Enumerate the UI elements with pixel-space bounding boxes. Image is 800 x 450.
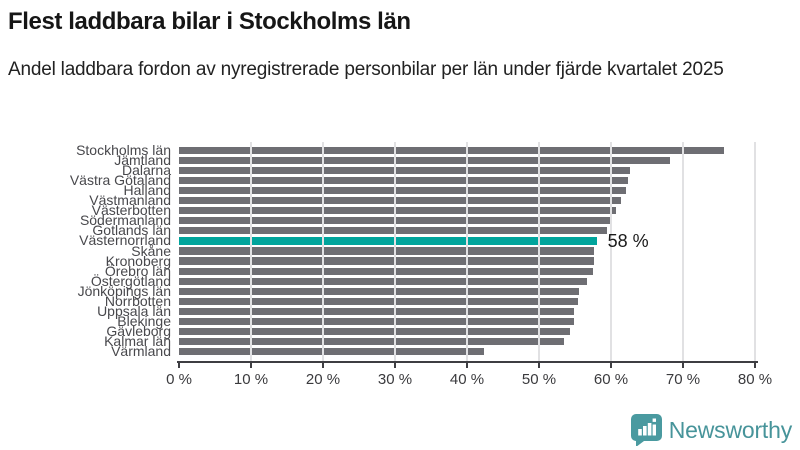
y-axis-label: Gotlands län — [92, 222, 171, 239]
y-axis-label: Västra Götaland — [69, 172, 171, 189]
newsworthy-logo-text: Newsworthy — [668, 416, 792, 443]
bar — [179, 197, 622, 205]
bar — [179, 297, 578, 305]
x-axis-line — [177, 360, 758, 363]
x-axis-tick — [178, 362, 180, 368]
x-axis-tick-label: 0 % — [166, 371, 192, 388]
bar — [179, 227, 607, 235]
newsworthy-logo: Newsworthy — [630, 414, 792, 446]
y-axis-label: Östergötland — [90, 272, 171, 289]
x-axis-tick-label: 20 % — [305, 371, 341, 388]
y-axis-label: Värmland — [111, 343, 171, 359]
gridline — [466, 142, 468, 361]
gridline — [610, 142, 612, 361]
bar — [179, 156, 671, 165]
y-axis-label: Stockholms län — [76, 142, 171, 158]
y-axis-label: Dalarna — [121, 162, 171, 179]
gridline — [322, 142, 324, 361]
bar — [179, 187, 627, 195]
x-axis-tick-label: 80 % — [737, 371, 773, 388]
bar — [179, 207, 617, 215]
bar — [179, 317, 574, 325]
bar — [179, 327, 570, 335]
bar — [179, 257, 594, 265]
y-axis-label: Blekinge — [117, 312, 171, 329]
y-axis-label: Västmanland — [89, 192, 171, 209]
x-axis-tick — [610, 362, 612, 368]
y-axis-label: Södermanland — [79, 212, 171, 229]
y-axis-label: Örebro län — [104, 262, 171, 279]
y-axis-label: Gävleborg — [106, 322, 171, 339]
x-axis-tick — [538, 362, 540, 368]
y-axis-label: Jönköpings län — [77, 282, 171, 299]
y-axis-label: Västernorrland — [79, 232, 171, 249]
page-title: Flest laddbara bilar i Stockholms län — [8, 8, 411, 35]
x-axis-tick — [322, 362, 324, 368]
y-axis-label: Kronoberg — [105, 252, 171, 269]
x-axis-tick — [394, 362, 396, 368]
gridline — [394, 142, 396, 361]
y-axis-label: Halland — [123, 182, 171, 199]
x-axis-tick — [682, 362, 684, 368]
page-subtitle: Andel laddbara fordon av nyregistrerade … — [8, 59, 724, 80]
y-axis-label: Skåne — [131, 242, 171, 259]
bar-chart-speech-bubble-icon — [630, 414, 662, 446]
bar — [179, 167, 631, 175]
bar — [179, 146, 725, 155]
bar — [179, 247, 595, 255]
bar — [179, 287, 579, 295]
bar — [179, 267, 593, 275]
x-axis-tick-label: 50 % — [521, 371, 557, 388]
y-axis-label: Västerbotten — [91, 202, 171, 219]
bar — [179, 347, 485, 356]
x-axis-tick — [250, 362, 252, 368]
bar — [179, 307, 575, 315]
y-axis-label: Uppsala län — [97, 302, 171, 319]
x-axis-tick-label: 10 % — [233, 371, 269, 388]
y-axis-label: Jämtland — [114, 152, 171, 169]
x-axis-tick-label: 70 % — [665, 371, 701, 388]
bar — [179, 337, 565, 346]
x-axis-tick-label: 30 % — [377, 371, 413, 388]
x-axis-tick — [466, 362, 468, 368]
bar — [179, 177, 629, 185]
x-axis-tick-label: 40 % — [449, 371, 485, 388]
gridline — [682, 142, 684, 361]
x-axis-tick — [754, 362, 756, 368]
gridline — [538, 142, 540, 361]
gridline — [250, 142, 252, 361]
y-axis-label: Norrbotten — [104, 292, 171, 309]
bar-value-annotation: 58 % — [607, 230, 649, 251]
y-axis-label: Kalmar län — [104, 332, 171, 349]
bar-highlighted — [179, 237, 597, 245]
bar — [179, 277, 587, 285]
x-axis-tick-label: 60 % — [593, 371, 629, 388]
gridline — [754, 142, 756, 361]
